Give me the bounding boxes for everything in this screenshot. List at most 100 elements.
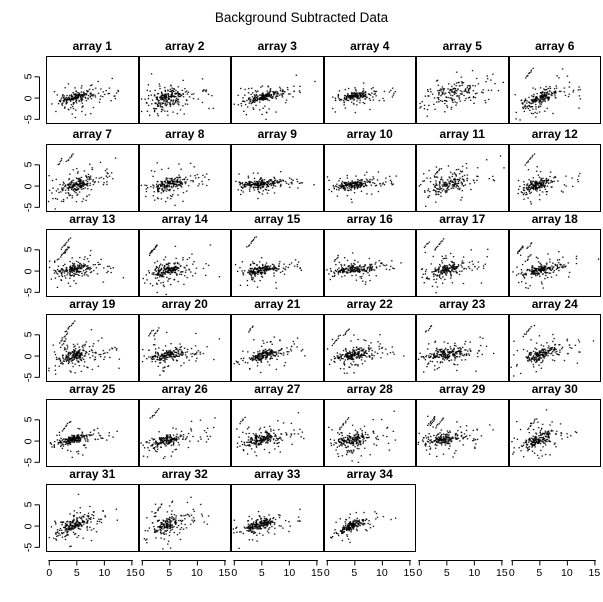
y-tick-label: -5 — [22, 542, 35, 552]
panel-array-12 — [508, 144, 601, 212]
panel-array-25 — [46, 399, 139, 467]
panel-array-11 — [416, 144, 509, 212]
panel-array-18 — [508, 229, 601, 297]
panel-title: array 5 — [442, 39, 482, 53]
panel-array-20 — [138, 314, 231, 382]
y-tick-label: 0 — [22, 183, 35, 189]
panel-title: array 21 — [254, 297, 301, 311]
scatter-canvas — [47, 230, 138, 296]
y-axis-row-3 — [34, 249, 40, 293]
scatter-canvas — [232, 57, 323, 123]
scatter-canvas — [47, 485, 138, 551]
scatter-canvas — [324, 145, 415, 211]
x-tick-label: 0 — [231, 567, 238, 579]
x-tick-label: 0 — [138, 567, 145, 579]
panel-title: array 7 — [72, 127, 112, 141]
panel-array-16 — [323, 229, 416, 297]
y-tick-label: 5 — [22, 161, 35, 168]
y-tick-label: 0 — [22, 523, 35, 529]
y-tick-label: 5 — [22, 331, 35, 338]
panel-title: array 23 — [439, 297, 486, 311]
scatter-canvas — [417, 230, 508, 296]
scatter-canvas — [324, 230, 415, 296]
scatter-canvas — [139, 230, 230, 296]
panel-title: array 29 — [439, 382, 486, 396]
x-tick-label: 5 — [258, 567, 265, 579]
y-tick-label: 0 — [22, 438, 35, 444]
x-tick-label: 5 — [443, 567, 450, 579]
panel-title: array 24 — [531, 297, 578, 311]
y-tick-label: -5 — [22, 114, 35, 124]
panel-title: array 8 — [165, 127, 205, 141]
panel-array-4 — [323, 56, 416, 124]
scatter-canvas — [509, 400, 600, 466]
panel-title: array 12 — [531, 127, 578, 141]
scatter-canvas — [509, 57, 600, 123]
panel-array-5 — [416, 56, 509, 124]
x-tick-label: 0 — [323, 567, 330, 579]
panel-array-9 — [231, 144, 324, 212]
scatter-canvas — [47, 315, 138, 381]
scatter-canvas — [324, 485, 415, 551]
panel-array-2 — [138, 56, 231, 124]
panel-title: array 18 — [531, 212, 578, 226]
scatter-canvas — [417, 400, 508, 466]
scatter-canvas — [47, 145, 138, 211]
y-tick-label: -5 — [22, 202, 35, 212]
x-tick-label: 5 — [166, 567, 173, 579]
x-tick-label: 10 — [376, 567, 388, 579]
scatter-canvas — [417, 145, 508, 211]
panel-array-24 — [508, 314, 601, 382]
y-axis-row-2 — [34, 164, 40, 208]
panel-title: array 2 — [165, 39, 205, 53]
x-axis-col-2 — [140, 560, 226, 566]
panel-array-23 — [416, 314, 509, 382]
panel-title: array 3 — [257, 39, 297, 53]
x-axis-col-6 — [510, 560, 596, 566]
scatter-canvas — [139, 485, 230, 551]
scatter-canvas — [47, 57, 138, 123]
panel-array-29 — [416, 399, 509, 467]
x-tick-label: 15 — [403, 567, 416, 579]
panel-array-34 — [323, 484, 416, 552]
panel-array-15 — [231, 229, 324, 297]
panel-array-7 — [46, 144, 139, 212]
panel-title: array 26 — [161, 382, 208, 396]
panel-array-22 — [323, 314, 416, 382]
panel-title: array 9 — [257, 127, 297, 141]
panel-array-1 — [46, 56, 139, 124]
panel-title: array 16 — [346, 212, 393, 226]
panel-array-19 — [46, 314, 139, 382]
y-tick-label: 0 — [22, 95, 35, 101]
y-tick-label: 0 — [22, 268, 35, 274]
panel-title: array 28 — [346, 382, 393, 396]
panel-title: array 10 — [346, 127, 393, 141]
panel-array-26 — [138, 399, 231, 467]
panel-title: array 27 — [254, 382, 301, 396]
panel-array-30 — [508, 399, 601, 467]
x-tick-label: 5 — [536, 567, 543, 579]
panel-array-3 — [231, 56, 324, 124]
x-tick-label: 10 — [468, 567, 481, 579]
x-tick-label: 10 — [283, 567, 296, 579]
x-tick-label: 15 — [588, 567, 601, 579]
panel-title: array 15 — [254, 212, 301, 226]
x-tick-label: 10 — [561, 567, 573, 579]
x-tick-label: 10 — [98, 567, 111, 579]
y-tick-label: -5 — [22, 287, 35, 297]
x-axis-col-3 — [233, 560, 318, 566]
x-tick-label: 15 — [496, 567, 508, 579]
x-tick-label: 10 — [191, 567, 203, 579]
y-tick-label: 5 — [22, 246, 35, 253]
x-tick-label: 5 — [73, 567, 80, 579]
panel-title: array 34 — [346, 467, 393, 481]
panel-title: array 31 — [69, 467, 116, 481]
x-tick-label: 0 — [46, 567, 53, 579]
x-tick-label: 15 — [218, 567, 231, 579]
x-axis-col-1 — [48, 560, 133, 566]
x-tick-label: 0 — [508, 567, 515, 579]
panel-array-33 — [231, 484, 324, 552]
panel-title: array 32 — [161, 467, 208, 481]
scatter-canvas — [509, 145, 600, 211]
